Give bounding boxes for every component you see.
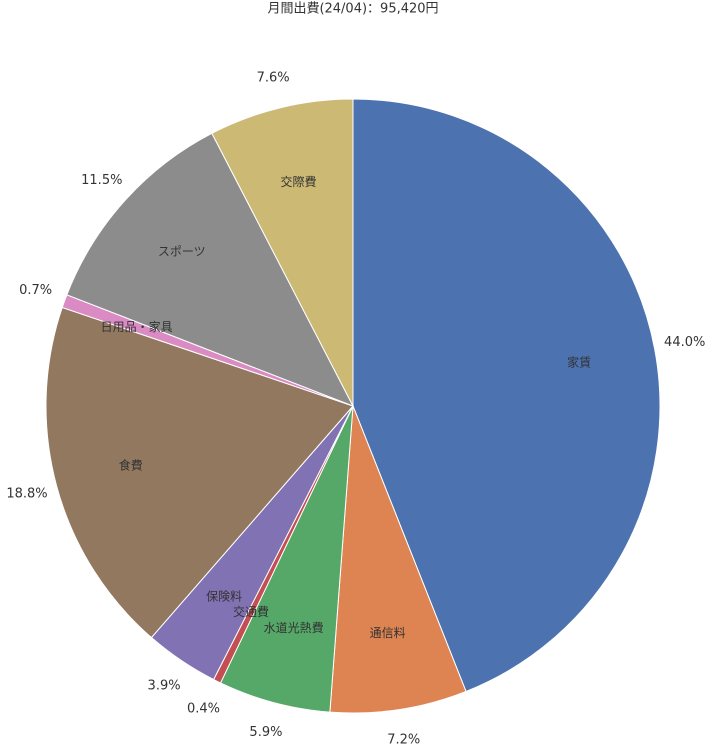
slice-label: 日用品・家具 <box>101 319 173 334</box>
pie-slice <box>211 98 354 407</box>
value-label: 3.9% <box>148 678 181 693</box>
value-label: 5.9% <box>249 725 282 740</box>
slice-label: 水道光熱費 <box>264 620 324 635</box>
slice-label: 食費 <box>119 458 143 473</box>
value-label: 7.6% <box>257 70 290 85</box>
pie-slice <box>66 132 355 407</box>
value-label: 11.5% <box>81 173 122 188</box>
value-label: 18.8% <box>6 487 47 502</box>
value-label: 0.7% <box>19 283 52 298</box>
chart-title: 月間出費(24/04)：95,420円 <box>267 2 438 17</box>
pie-slice <box>45 306 354 639</box>
pie-slice <box>329 405 467 714</box>
slice-label: スポーツ <box>158 245 206 259</box>
value-label: 0.4% <box>187 701 220 716</box>
value-label: 44.0% <box>664 335 705 350</box>
slice-label: 家賃 <box>567 354 591 369</box>
slice-label: 交際費 <box>281 174 317 189</box>
value-label: 7.2% <box>387 732 420 747</box>
pie-slice <box>352 98 661 693</box>
slice-label: 通信料 <box>370 626 406 640</box>
slice-label: 保険料 <box>206 589 242 603</box>
slice-label: 交通費 <box>233 604 269 619</box>
